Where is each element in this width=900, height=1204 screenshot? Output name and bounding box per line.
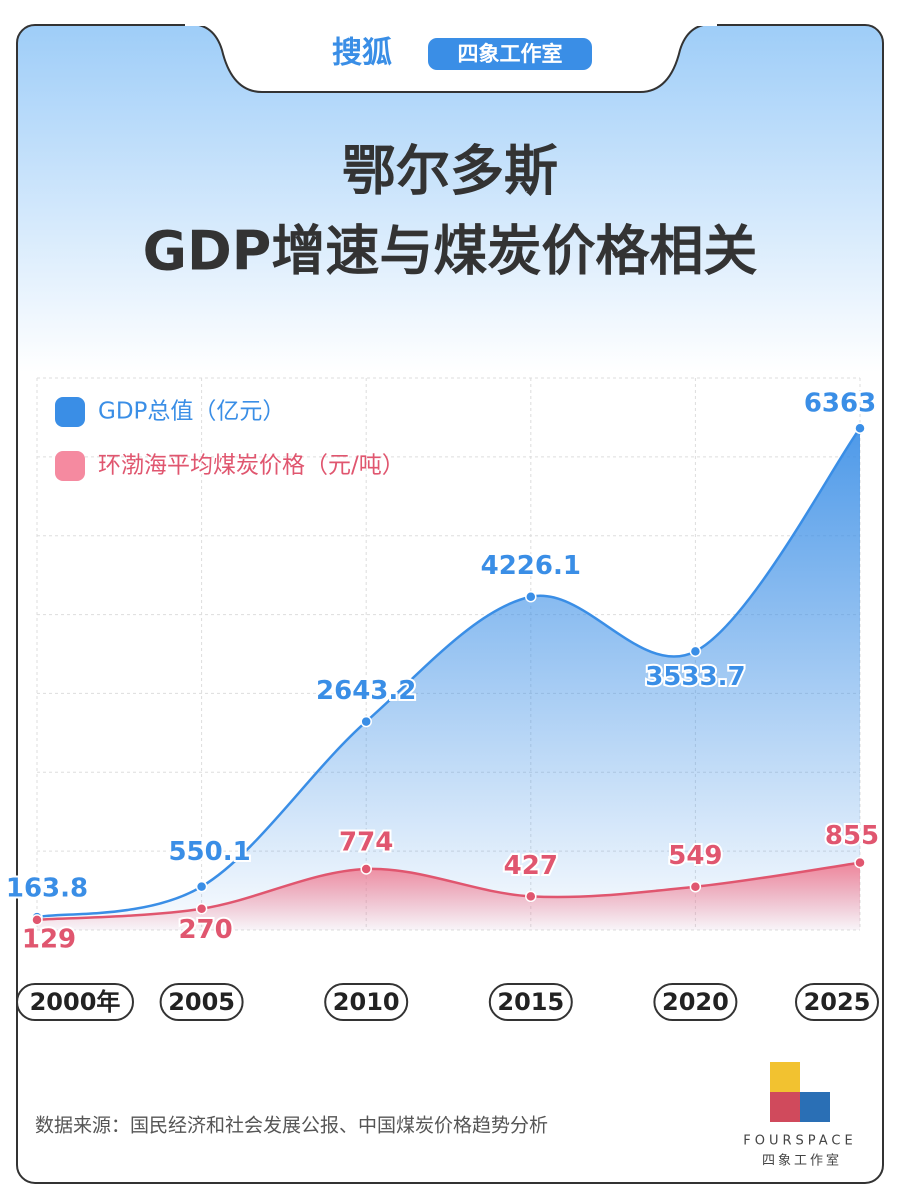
- x-tick-box: [16, 983, 134, 1021]
- data-label: 774: [339, 827, 393, 857]
- source-note: 数据来源：国民经济和社会发展公报、中国煤炭价格趋势分析: [35, 1115, 548, 1137]
- data-point: [525, 890, 537, 903]
- data-point: [689, 645, 702, 658]
- data-point: [195, 902, 208, 915]
- data-point: [689, 880, 702, 893]
- title-line: 鄂尔多斯: [342, 140, 558, 203]
- brand: 搜狐: [332, 36, 392, 71]
- x-tick-label: 2005: [168, 988, 235, 1016]
- data-point: [195, 880, 208, 893]
- x-tick-box: [324, 983, 409, 1021]
- data-label: 549: [668, 841, 722, 871]
- logo-piece: [770, 1062, 800, 1092]
- tab-mask: [185, 22, 717, 26]
- legend-swatch: [55, 451, 85, 481]
- x-tick-box: [653, 983, 738, 1021]
- logo-piece: [770, 1092, 800, 1122]
- data-point: [31, 914, 43, 926]
- data-point: [854, 422, 866, 434]
- data-label: 163.8: [6, 874, 88, 904]
- x-tick-label: 2025: [804, 988, 871, 1016]
- series-area: [37, 862, 860, 930]
- legend-label: GDP总值（亿元）: [98, 399, 285, 425]
- x-tick-box: [795, 983, 879, 1021]
- legend-swatch: [55, 397, 85, 427]
- title-line: GDP增速与煤炭价格相关: [143, 220, 758, 283]
- data-label: 129: [22, 924, 76, 954]
- logo-name: FOURSPACE: [743, 1134, 856, 1149]
- data-label: 2643.2: [316, 676, 416, 706]
- tag: 四象工作室: [458, 42, 563, 66]
- data-label: 270: [178, 915, 232, 945]
- legend-label: 环渤海平均煤炭价格（元/吨）: [98, 453, 405, 479]
- data-label: 427: [504, 851, 558, 881]
- tag-box: [428, 38, 592, 70]
- x-tick-label: 2015: [497, 988, 564, 1016]
- x-tick-label: 2000年: [30, 988, 121, 1016]
- logo-piece: [800, 1092, 830, 1122]
- data-label: 550.1: [168, 837, 250, 867]
- data-label: 6363: [804, 389, 876, 419]
- series-area: [37, 428, 860, 930]
- data-label: 3533.7: [645, 662, 745, 692]
- data-point: [360, 863, 372, 875]
- data-point: [360, 715, 372, 728]
- data-point: [525, 590, 537, 603]
- x-tick-box: [159, 983, 244, 1021]
- x-tick-label: 2020: [662, 988, 729, 1016]
- x-tick-label: 2010: [333, 988, 400, 1016]
- logo-subtitle: 四象工作室: [762, 1153, 842, 1169]
- x-tick-box: [488, 983, 573, 1021]
- data-label: 855: [825, 821, 879, 851]
- data-label: 4226.1: [481, 551, 581, 581]
- logo: FOURSPACE 四象工作室: [743, 1062, 856, 1169]
- data-point: [854, 856, 866, 869]
- series-line: [36, 861, 861, 922]
